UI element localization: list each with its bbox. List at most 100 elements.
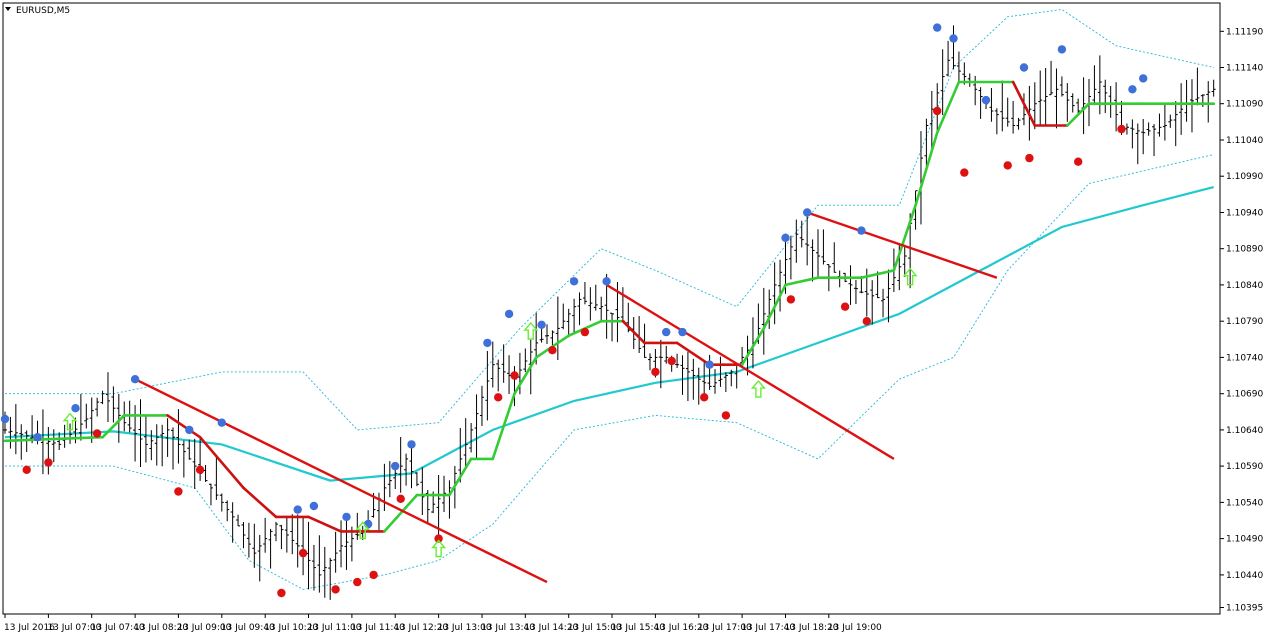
marker-bottom <box>92 429 102 438</box>
marker-top <box>391 461 400 471</box>
price-bar <box>111 386 116 423</box>
time-tick-label: 13 Jul 18:20 <box>785 623 839 633</box>
price-bar <box>761 287 766 355</box>
price-bar <box>821 229 826 265</box>
time-tick-label: 13 Jul 2016 <box>4 623 55 633</box>
price-bar <box>1146 122 1151 136</box>
price-bar <box>610 312 615 342</box>
marker-bottom <box>1117 124 1126 134</box>
marker-top <box>678 327 687 337</box>
price-bar <box>778 259 783 312</box>
price-bar <box>994 108 999 135</box>
price-bar <box>387 461 392 498</box>
price-bar <box>1038 70 1043 126</box>
marker-bottom <box>651 367 660 377</box>
price-bar <box>913 190 918 230</box>
trailing-stop-segment <box>1011 80 1037 127</box>
marker-top <box>933 23 942 32</box>
marker-bottom <box>1003 161 1012 170</box>
marker-bottom <box>786 295 796 304</box>
time-tick-label: 13 Jul 15:00 <box>568 623 622 633</box>
marker-bottom <box>862 317 871 326</box>
price-bar <box>339 520 344 568</box>
trendline-4[interactable] <box>134 378 548 584</box>
price-bar <box>398 437 403 493</box>
time-tick-label: 13 Jul 14:20 <box>524 623 578 633</box>
price-bar <box>1179 83 1184 135</box>
trailing-stop-layer <box>3 80 1215 533</box>
marker-top <box>130 375 140 384</box>
trendlines-layer <box>134 211 998 584</box>
marker-bottom <box>22 465 31 474</box>
price-bar <box>181 440 186 478</box>
marker-bottom <box>960 168 969 177</box>
price-bar <box>219 493 224 512</box>
buy-arrow-icon <box>523 321 539 340</box>
trendline-6[interactable] <box>806 211 998 279</box>
buy-arrow-icon <box>355 521 371 540</box>
price-bar <box>566 308 571 338</box>
marker-top <box>781 233 790 242</box>
price-bar <box>702 361 707 397</box>
price-bar <box>642 323 647 358</box>
price-bar <box>1157 113 1162 137</box>
window-title[interactable]: EURUSD,M5 <box>5 6 70 16</box>
price-tick-label: 1.10440 <box>1226 571 1263 581</box>
marker-bottom <box>1025 153 1034 163</box>
price-bar <box>268 528 273 569</box>
marker-bottom <box>353 577 362 587</box>
price-bars-layer <box>3 25 1216 600</box>
marker-top <box>483 338 492 348</box>
price-bar <box>1130 119 1135 149</box>
price-bar <box>1206 81 1211 123</box>
trendline-5[interactable] <box>605 283 895 460</box>
price-tick-label: 1.10640 <box>1226 426 1263 436</box>
price-bar <box>794 219 799 263</box>
price-bar <box>263 517 268 553</box>
price-bar <box>13 404 18 455</box>
price-bar <box>322 546 327 598</box>
trailing-stop-segment <box>166 414 202 439</box>
marker-bottom <box>700 393 709 402</box>
marker-top <box>705 360 714 369</box>
dropdown-arrow-icon[interactable] <box>5 7 11 11</box>
marker-bottom <box>369 570 378 580</box>
time-tick-label: 13 Jul 11:40 <box>351 623 405 633</box>
price-tick-label: 1.10590 <box>1226 462 1263 472</box>
marker-top <box>33 433 42 442</box>
trailing-stop-segment <box>1066 102 1091 127</box>
price-bar <box>848 265 853 305</box>
price-bar <box>78 393 83 441</box>
price-tick-label: 1.10740 <box>1226 353 1263 363</box>
price-bar <box>176 409 181 464</box>
price-tick-label: 1.10890 <box>1226 245 1263 255</box>
price-bar <box>89 397 94 443</box>
marker-top <box>407 440 416 449</box>
symbol-title: EURUSD,M5 <box>16 6 70 16</box>
marker-bottom <box>277 588 286 598</box>
price-tick-label: 1.10540 <box>1226 498 1263 508</box>
price-bar <box>51 429 56 463</box>
price-bar <box>555 296 560 360</box>
price-bar <box>1141 119 1146 155</box>
price-bar <box>1162 104 1167 141</box>
price-axis[interactable]: 1.11190 1.11140 1.11090 1.11040 1.10990 1.109… <box>1220 27 1263 614</box>
time-tick-label: 13 Jul 16:20 <box>654 623 708 633</box>
price-bar <box>788 235 793 280</box>
marker-bottom <box>396 494 405 503</box>
marker-top <box>363 519 373 529</box>
buy-arrow-icon <box>750 379 766 398</box>
trailing-stop-segment <box>621 319 646 345</box>
price-bar <box>951 25 956 70</box>
price-bar <box>165 418 170 457</box>
price-bar <box>946 40 951 77</box>
price-bar <box>57 432 62 450</box>
arrows-layer <box>62 267 918 558</box>
marker-bottom <box>174 487 183 496</box>
price-bar <box>214 457 219 500</box>
trailing-stop-segment <box>914 131 939 207</box>
time-tick-label: 13 Jul 09:40 <box>221 623 275 633</box>
